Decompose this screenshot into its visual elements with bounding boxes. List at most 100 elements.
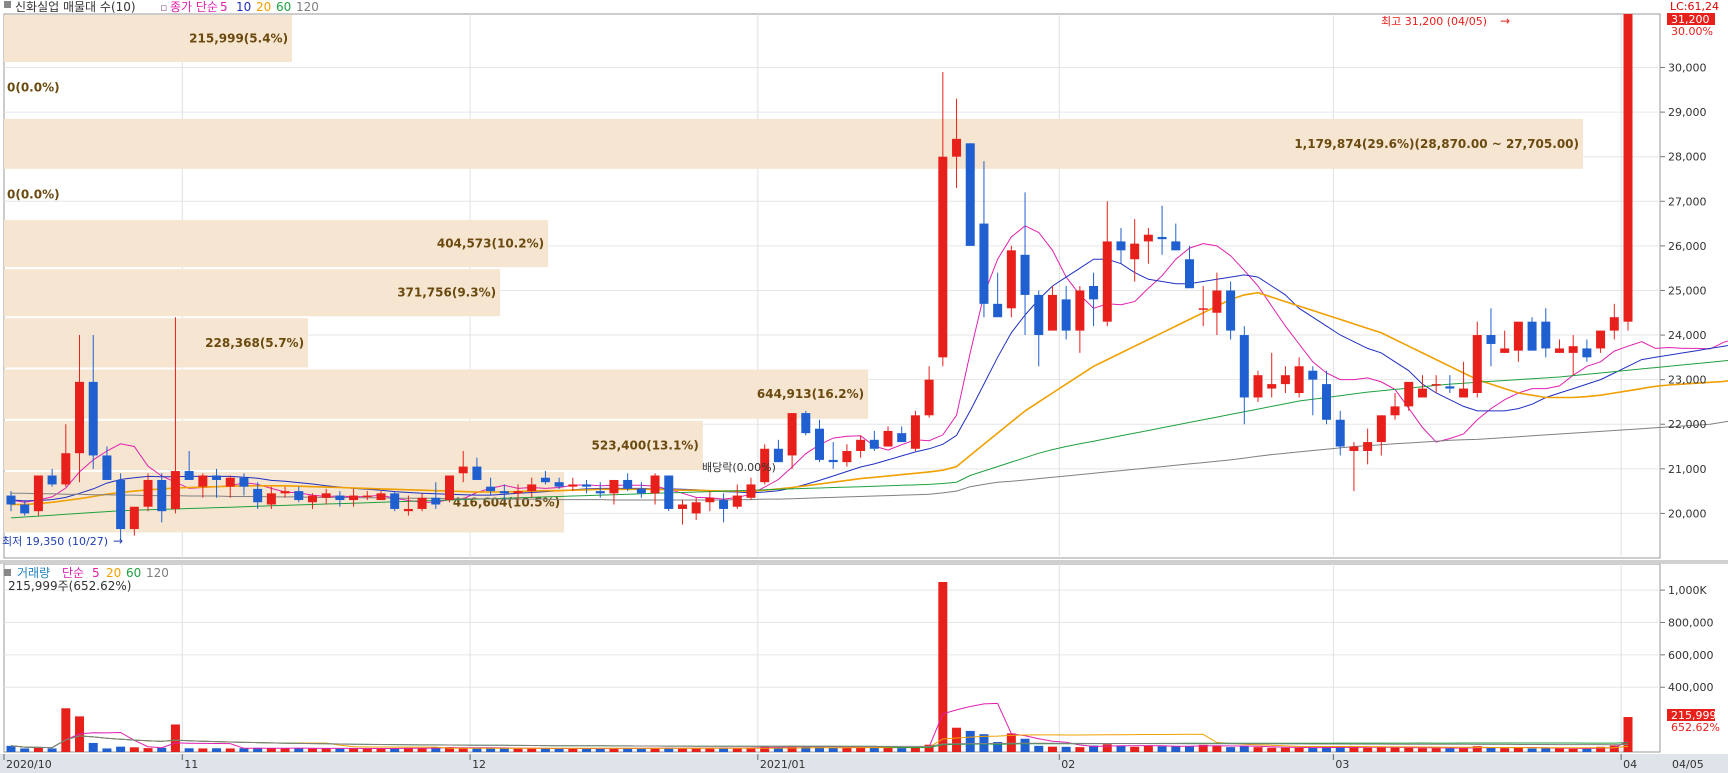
candle-body[interactable]	[6, 495, 16, 505]
candle[interactable]	[1308, 366, 1318, 416]
candle[interactable]	[1486, 308, 1496, 367]
candle[interactable]	[1171, 223, 1181, 251]
volume-bar[interactable]	[787, 745, 797, 752]
volume-bar[interactable]	[486, 748, 496, 752]
candle-body[interactable]	[239, 477, 249, 487]
candle[interactable]	[1527, 317, 1537, 351]
volume-bar[interactable]	[198, 748, 208, 752]
candle[interactable]	[1431, 375, 1441, 394]
volume-bar[interactable]	[129, 747, 139, 752]
candle[interactable]	[445, 475, 455, 503]
candle-body[interactable]	[403, 508, 413, 512]
candle-body[interactable]	[952, 138, 962, 157]
candle[interactable]	[1226, 281, 1236, 340]
candle[interactable]	[225, 475, 235, 498]
volume-bar[interactable]	[582, 748, 592, 752]
candle[interactable]	[458, 450, 468, 483]
candle[interactable]	[280, 486, 290, 498]
candle[interactable]	[1075, 286, 1085, 353]
candle-body[interactable]	[198, 475, 208, 487]
volume-bar[interactable]	[568, 748, 578, 752]
candle-body[interactable]	[527, 484, 537, 492]
volume-bar[interactable]	[294, 748, 304, 752]
volume-bar[interactable]	[349, 748, 359, 752]
candle[interactable]	[540, 471, 550, 485]
volume-bar[interactable]	[266, 748, 276, 752]
candle[interactable]	[1445, 375, 1455, 394]
candle[interactable]	[47, 468, 57, 487]
candle-body[interactable]	[979, 223, 989, 304]
volume-bar[interactable]	[910, 747, 920, 752]
volume-bar[interactable]	[1554, 748, 1564, 752]
candle[interactable]	[677, 500, 687, 525]
candle-body[interactable]	[143, 479, 153, 507]
volume-bar[interactable]	[1417, 748, 1427, 752]
candle[interactable]	[1047, 286, 1057, 331]
candle[interactable]	[1020, 192, 1030, 336]
candle-body[interactable]	[1527, 321, 1537, 351]
volume-bar[interactable]	[1404, 747, 1414, 752]
volume-bar[interactable]	[20, 748, 30, 752]
candle-body[interactable]	[801, 413, 811, 434]
candle[interactable]	[732, 484, 742, 509]
candle[interactable]	[143, 473, 153, 512]
volume-bar[interactable]	[225, 748, 235, 752]
candle[interactable]	[869, 430, 879, 451]
candle[interactable]	[1089, 272, 1099, 327]
volume-bar[interactable]	[212, 748, 222, 752]
candle-body[interactable]	[732, 495, 742, 507]
candle-body[interactable]	[184, 471, 194, 480]
volume-bar[interactable]	[1253, 747, 1263, 752]
candle[interactable]	[1554, 339, 1564, 353]
volume-bar[interactable]	[760, 746, 770, 752]
candle-body[interactable]	[1445, 386, 1455, 389]
candle[interactable]	[157, 473, 167, 523]
candle[interactable]	[499, 484, 509, 501]
candle-body[interactable]	[609, 479, 619, 494]
candle-body[interactable]	[445, 475, 455, 501]
candle[interactable]	[1541, 308, 1551, 358]
candle-body[interactable]	[787, 413, 797, 456]
volume-bar[interactable]	[1349, 747, 1359, 752]
candle[interactable]	[773, 439, 783, 463]
candle-body[interactable]	[1130, 243, 1140, 260]
volume-bar[interactable]	[472, 748, 482, 752]
volume-bar[interactable]	[102, 748, 112, 752]
volume-bar[interactable]	[773, 747, 783, 752]
candle-body[interactable]	[869, 439, 879, 449]
volume-bar[interactable]	[595, 748, 605, 752]
candle[interactable]	[856, 435, 866, 458]
volume-bar[interactable]	[924, 744, 934, 752]
candle-body[interactable]	[1308, 370, 1318, 380]
candle-body[interactable]	[225, 477, 235, 487]
volume-bar[interactable]	[650, 748, 660, 752]
candle[interactable]	[307, 493, 317, 509]
candle-body[interactable]	[1404, 381, 1414, 407]
candle-body[interactable]	[815, 428, 824, 460]
volume-bar[interactable]	[636, 748, 646, 752]
candle-body[interactable]	[760, 448, 770, 483]
candle[interactable]	[321, 488, 331, 505]
candle-body[interactable]	[1171, 241, 1181, 251]
candle[interactable]	[993, 272, 1003, 318]
candle-body[interactable]	[1431, 384, 1441, 386]
candle[interactable]	[20, 500, 30, 516]
candle[interactable]	[609, 479, 619, 505]
volume-bar[interactable]	[1184, 746, 1194, 752]
volume-bar[interactable]	[1020, 738, 1030, 752]
candle-body[interactable]	[1609, 317, 1619, 331]
volume-bar[interactable]	[1047, 746, 1057, 752]
candle[interactable]	[554, 477, 564, 489]
candle[interactable]	[938, 71, 948, 367]
candle[interactable]	[897, 426, 907, 443]
volume-bar[interactable]	[307, 748, 317, 752]
candle[interactable]	[116, 473, 126, 541]
volume-bar[interactable]	[116, 746, 126, 752]
candle[interactable]	[198, 473, 208, 498]
volume-bar[interactable]	[6, 745, 16, 752]
candle[interactable]	[801, 410, 811, 436]
volume-bar[interactable]	[527, 748, 537, 752]
candle[interactable]	[513, 484, 523, 501]
volume-bar[interactable]	[1500, 748, 1510, 752]
volume-bars[interactable]	[6, 582, 1633, 752]
